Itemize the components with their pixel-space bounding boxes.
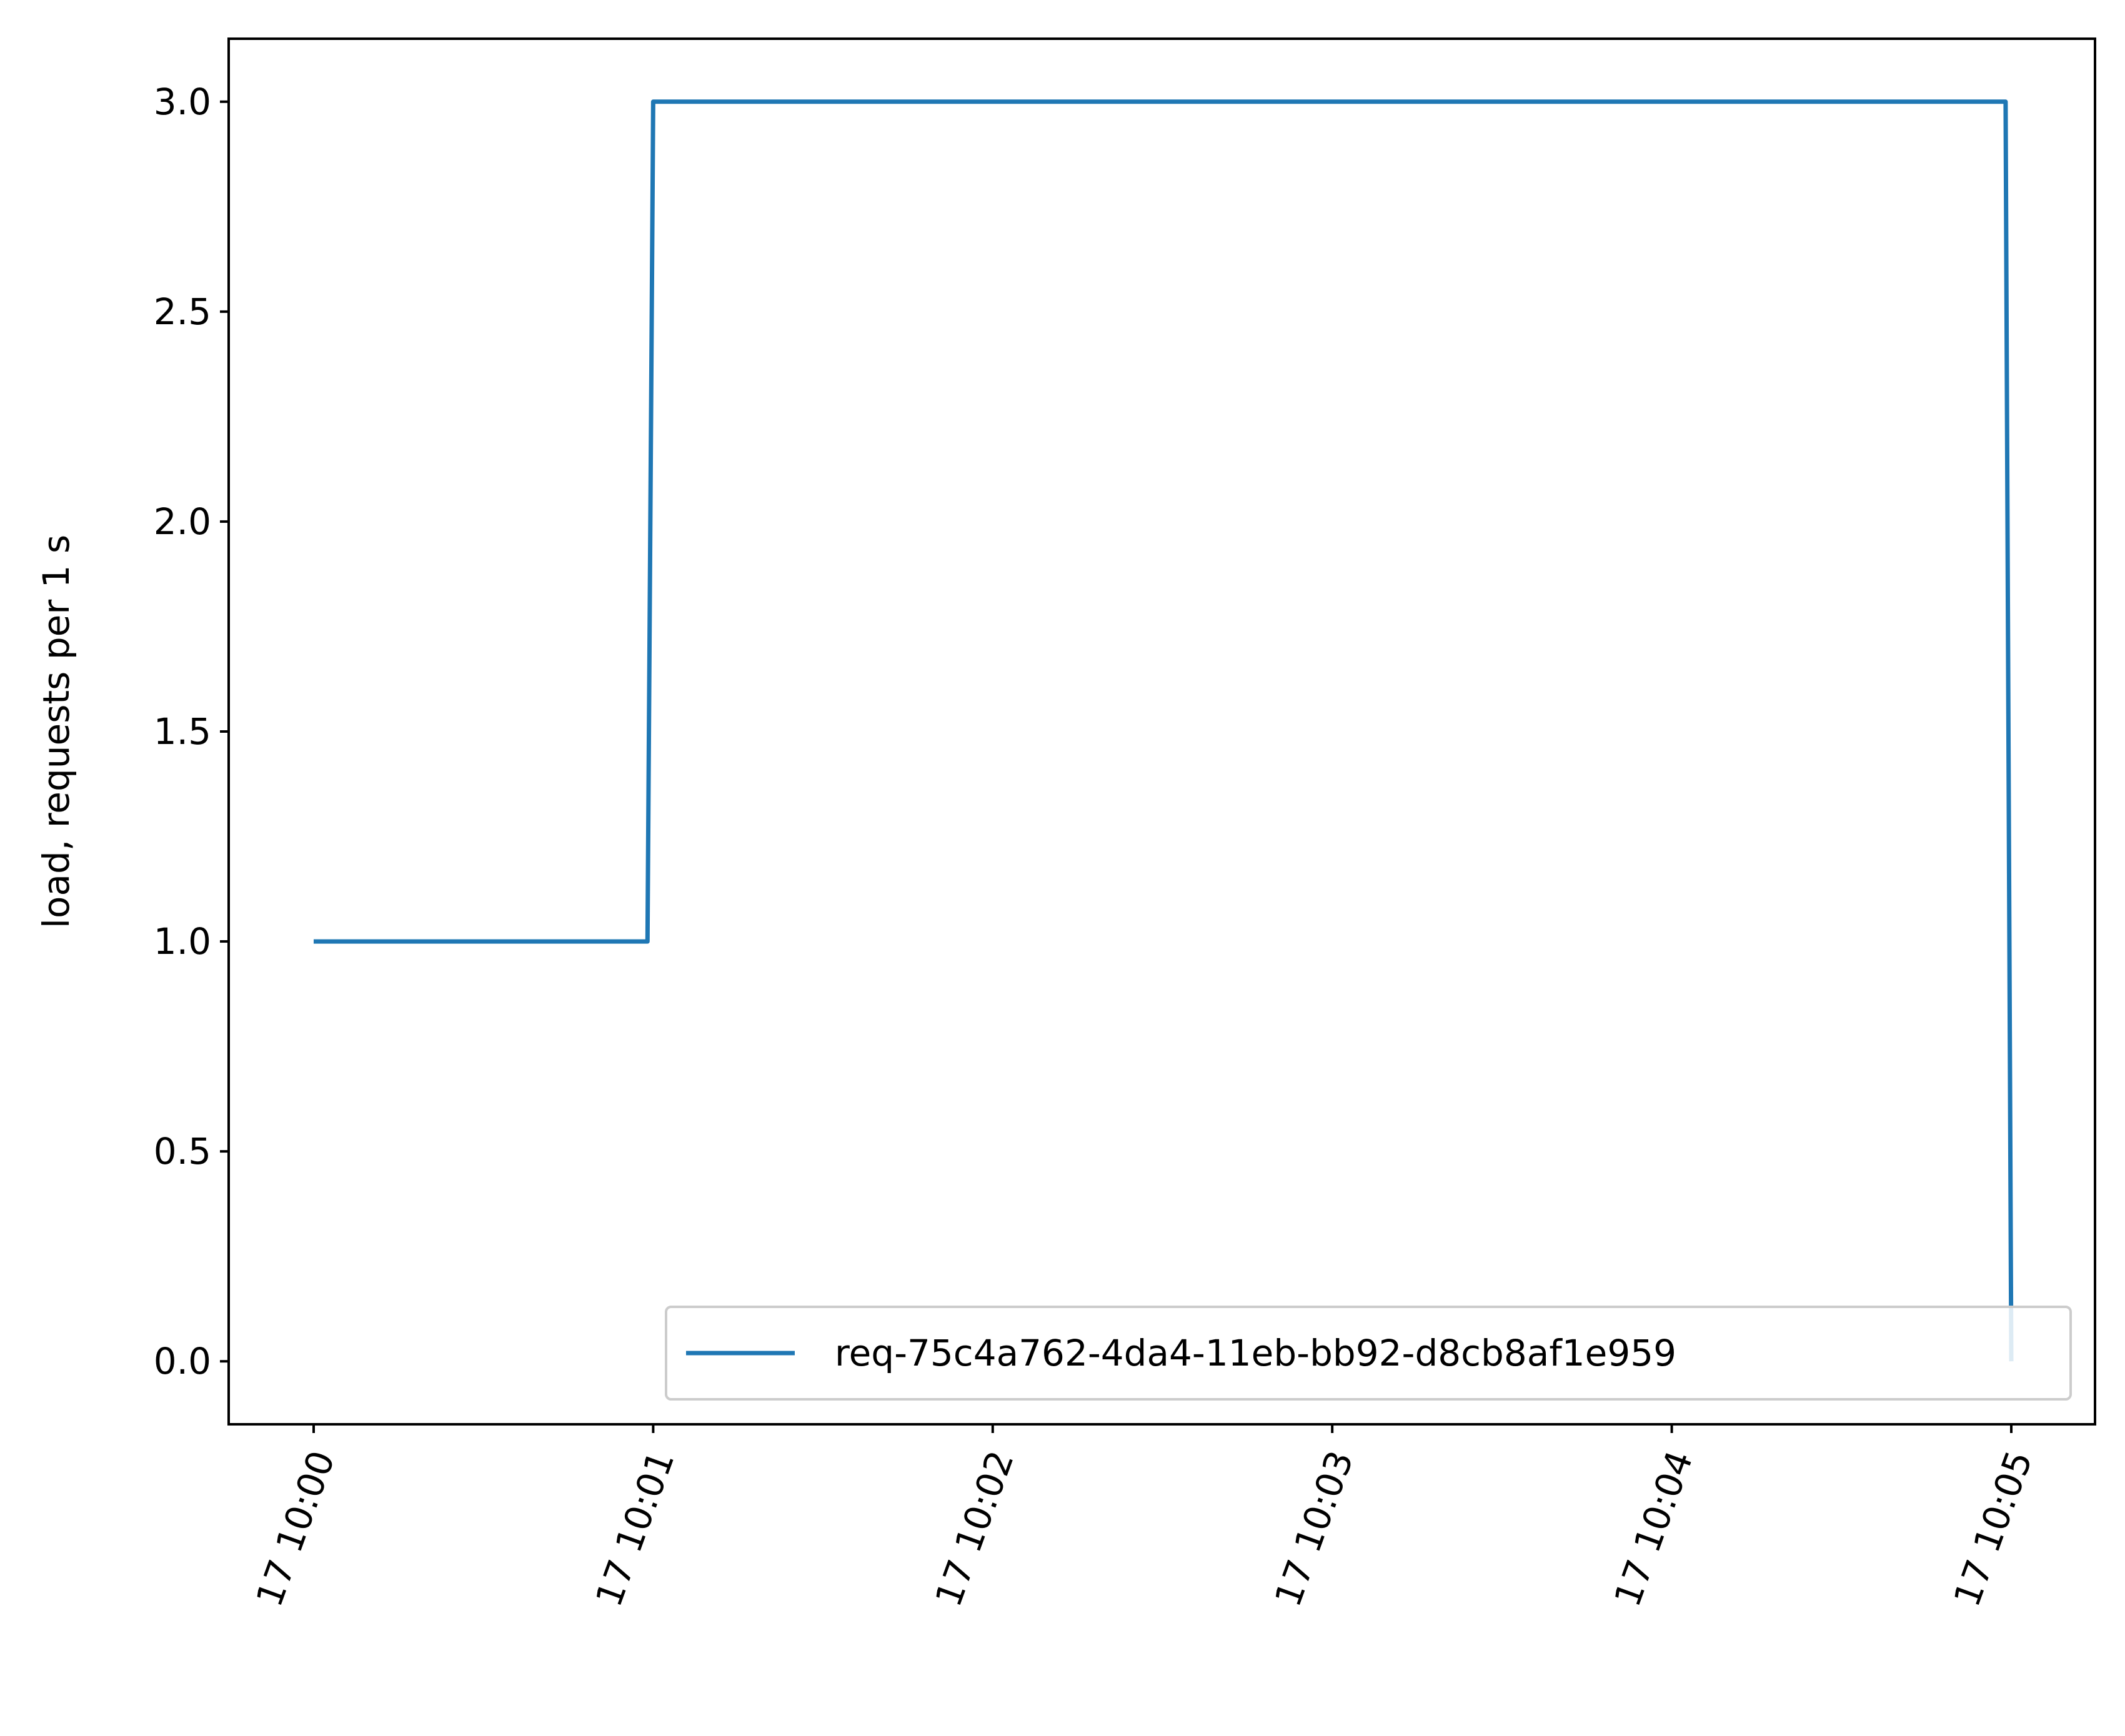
y-tick-label: 3.0 xyxy=(154,81,211,123)
y-tick-label: 1.5 xyxy=(154,710,211,753)
y-tick-label: 1.0 xyxy=(154,920,211,963)
y-tick-label: 2.5 xyxy=(154,290,211,333)
y-tick-label: 0.5 xyxy=(154,1130,211,1173)
y-tick-label: 0.0 xyxy=(154,1340,211,1382)
y-axis-label: load, requests per 1 s xyxy=(35,535,77,928)
legend: req-75c4a762-4da4-11eb-bb92-d8cb8af1e959 xyxy=(665,1306,2072,1401)
y-tick-label: 2.0 xyxy=(154,500,211,543)
legend-box xyxy=(665,1306,2072,1401)
series-line-0 xyxy=(314,99,2014,1362)
legend-label: req-75c4a762-4da4-11eb-bb92-d8cb8af1e959 xyxy=(835,1332,1676,1374)
